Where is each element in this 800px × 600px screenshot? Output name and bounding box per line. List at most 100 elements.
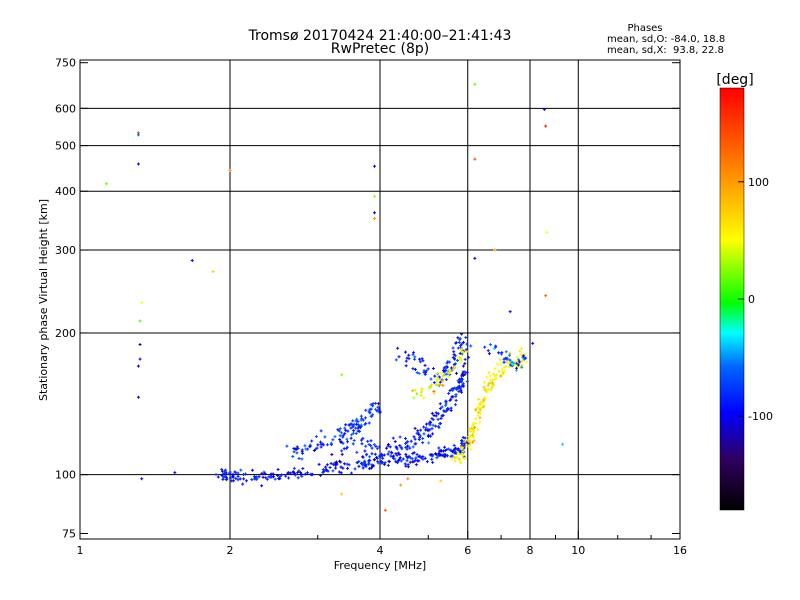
data-point [432,389,436,393]
data-point [377,402,381,406]
data-point [412,460,416,464]
data-point [419,428,423,432]
data-point [422,396,426,400]
data-points [104,82,565,512]
y-tick-label: 300 [55,244,76,257]
data-point [339,465,343,469]
data-point [417,436,421,440]
data-point [439,371,443,375]
data-point [474,422,478,426]
data-point [104,182,108,186]
data-point [490,386,494,390]
data-point [419,456,423,460]
data-point [411,367,415,371]
data-point [458,336,462,340]
data-point [471,428,475,432]
data-point [478,416,482,420]
data-point [285,444,289,448]
data-point [370,446,374,450]
data-point [440,379,444,383]
data-point [359,414,363,418]
data-point [488,343,492,347]
data-point [386,442,390,446]
data-point [373,194,377,198]
data-point [344,423,348,427]
data-point [138,357,142,361]
data-point [389,454,393,458]
data-point [330,453,334,457]
data-point [446,360,450,364]
data-point [522,354,526,358]
data-point [359,418,363,422]
data-point [491,378,495,382]
data-point [308,445,312,449]
data-point [444,366,448,370]
data-point [236,474,240,478]
data-point [352,429,356,433]
data-point [439,453,443,457]
data-point [224,468,228,472]
data-point [271,472,275,476]
data-point [337,459,341,463]
data-point [374,407,378,411]
data-point [411,353,415,357]
data-point [404,364,408,368]
data-point [436,383,440,387]
data-point [371,404,375,408]
data-point [355,417,359,421]
data-point [372,443,376,447]
data-point [369,444,373,448]
x-tick-label: 10 [571,544,585,557]
data-point [490,384,494,388]
y-tick-label: 750 [55,57,76,70]
data-point [393,457,397,461]
data-point [250,468,254,472]
x-axis-label: Frequency [MHz] [334,559,426,572]
data-point [338,437,342,441]
data-point [405,459,409,463]
data-point [366,462,370,466]
data-point [319,473,323,477]
data-point [369,439,373,443]
data-point [514,360,518,364]
data-point [456,451,460,455]
data-point [473,157,477,161]
data-point [496,362,500,366]
data-point [447,391,451,395]
data-point [458,357,462,361]
x-tick-label: 16 [673,544,687,557]
data-point [417,371,421,375]
data-point [444,378,448,382]
data-point [421,441,425,445]
data-point [488,374,492,378]
x-tick-label: 8 [527,544,534,557]
data-point [391,436,395,440]
data-point [343,426,347,430]
data-point [369,466,373,470]
data-point [406,455,410,459]
data-point [404,452,408,456]
data-point [301,467,305,471]
colorbar-unit-label: [deg] [716,72,753,88]
data-point [337,470,341,474]
data-point [455,455,459,459]
data-point [349,422,353,426]
data-point [291,470,295,474]
data-point [356,420,360,424]
data-point [388,445,392,449]
data-point [353,467,357,471]
data-point [398,444,402,448]
data-point [454,387,458,391]
data-point [396,346,400,350]
data-point [449,448,453,452]
data-point [476,413,480,417]
data-point [461,370,465,374]
data-point [501,371,505,375]
data-point [463,372,467,376]
data-point [288,471,292,475]
data-point [492,347,496,351]
data-point [394,358,398,362]
data-point [455,447,459,451]
data-point [464,336,468,340]
data-point [426,433,430,437]
